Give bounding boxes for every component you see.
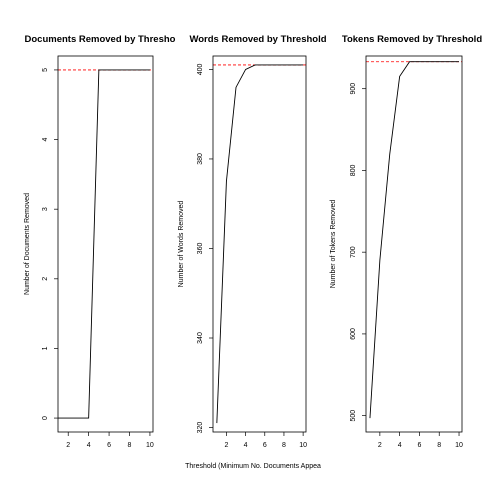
x-tick-label: 6 [417, 442, 421, 449]
y-tick-label: 320 [197, 422, 204, 434]
y-tick-label: 600 [350, 328, 357, 340]
series-line [216, 64, 304, 424]
y-tick-label: 5 [42, 68, 49, 72]
y-axis-label: Number of Words Removed [178, 201, 185, 288]
chart-panel-2: Words Removed by Threshold Number of Word… [178, 34, 327, 449]
x-tick-label: 10 [299, 442, 307, 449]
y-tick-label: 2 [42, 277, 49, 281]
x-tick-label: 10 [455, 442, 463, 449]
y-tick-label: 1 [42, 346, 49, 350]
x-tick-label: 6 [263, 442, 267, 449]
y-tick-label: 400 [197, 63, 204, 75]
x-tick-label: 2 [378, 442, 382, 449]
chart-title: Documents Removed by Thresho [25, 34, 176, 45]
chart-title: Words Removed by Threshold [189, 34, 326, 45]
x-tick-label: 4 [87, 442, 91, 449]
y-tick-label: 500 [350, 410, 357, 422]
x-tick-label: 4 [244, 442, 248, 449]
y-axis-label: Number of Tokens Removed [330, 200, 337, 289]
y-axis-label: Number of Documents Removed [24, 193, 31, 295]
panels: Documents Removed by Thresho Number of Do… [24, 34, 482, 449]
x-tick-label: 2 [66, 442, 70, 449]
x-tick-label: 2 [224, 442, 228, 449]
x-tick-label: 8 [128, 442, 132, 449]
x-tick-label: 10 [146, 442, 154, 449]
plot-frame [212, 55, 307, 433]
figure-x-label: Threshold (Minimum No. Documents Appea [185, 463, 321, 470]
x-tick-label: 6 [107, 442, 111, 449]
y-tick-label: 340 [197, 332, 204, 344]
chart-panel-3: Tokens Removed by Threshold Number of Tok… [330, 34, 482, 449]
series-line [369, 61, 460, 419]
y-tick-label: 360 [197, 243, 204, 255]
x-tick-label: 4 [398, 442, 402, 449]
x-tick-label: 8 [437, 442, 441, 449]
y-tick-label: 900 [350, 83, 357, 95]
x-tick-label: 8 [282, 442, 286, 449]
chart-panel-1: Documents Removed by Thresho Number of Do… [24, 34, 176, 449]
y-tick-label: 4 [42, 138, 49, 142]
y-tick-label: 380 [197, 153, 204, 165]
series-line [58, 69, 150, 419]
y-tick-label: 800 [350, 164, 357, 176]
y-tick-label: 700 [350, 246, 357, 258]
plot-frame [365, 55, 463, 433]
plot-frame [57, 55, 154, 433]
y-tick-label: 3 [42, 207, 49, 211]
chart-title: Tokens Removed by Threshold [342, 34, 482, 45]
y-tick-label: 0 [42, 416, 49, 420]
